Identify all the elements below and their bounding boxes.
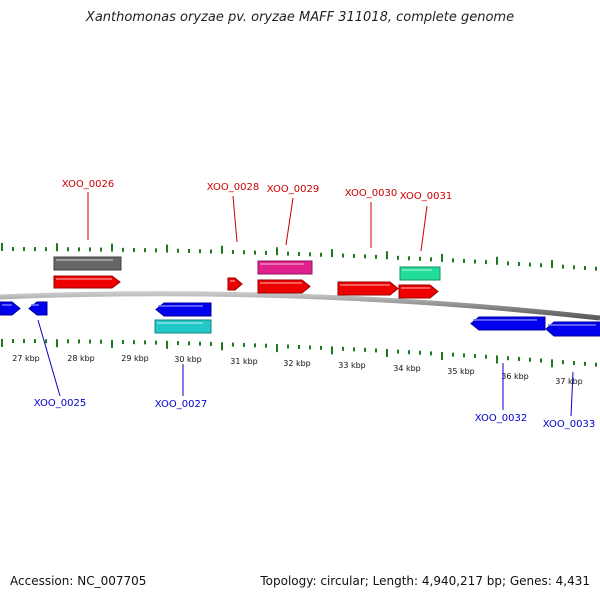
gene-feature-highlight (402, 269, 432, 271)
scale-label: 27 kbp (12, 354, 40, 363)
scale-label: 30 kbp (174, 355, 202, 364)
gene-label[interactable]: XOO_0029 (267, 184, 319, 195)
genome-title: Xanthomonas oryzae pv. oryzae MAFF 31101… (85, 10, 515, 25)
scale-label: 37 kbp (555, 377, 583, 386)
gene-feature-xoo-0032[interactable] (470, 316, 546, 331)
gene-feature-xoo-0026-rna-[interactable] (53, 256, 122, 271)
gene-feature-xoo-0029-rna-[interactable] (257, 260, 313, 275)
gene-label[interactable]: XOO_0032 (475, 413, 527, 424)
scale-label: 32 kbp (283, 359, 311, 368)
gene-label[interactable]: XOO_0031 (400, 191, 452, 202)
genome-summary-text: Topology: circular; Length: 4,940,217 bp… (260, 574, 590, 588)
gene-feature-highlight (2, 304, 12, 306)
gene-feature-xoo-0027[interactable] (155, 302, 212, 317)
scale-ticks-top (1, 243, 597, 271)
scale-label: 34 kbp (393, 364, 421, 373)
scale-labels: 27 kbp 28 kbp 29 kbp 30 kbp 31 kbp 32 kbp 33 k… (12, 354, 583, 386)
gene-feature-highlight (31, 304, 39, 306)
gene-features (0, 256, 600, 337)
gene-labels: XOO_0025 XOO_0026 XOO_0027 XOO_0028 XOO_0029… (34, 179, 595, 430)
genome-backbone (0, 291, 600, 321)
gene-feature-xoo-0027-rna-[interactable] (154, 319, 212, 334)
gene-label[interactable]: XOO_0025 (34, 398, 86, 409)
scale-label: 29 kbp (121, 354, 149, 363)
scale-label: 36 kbp (501, 372, 529, 381)
gene-feature-highlight (473, 319, 537, 321)
gene-feature-xoo-0030[interactable] (337, 281, 399, 296)
gene-feature-xoo-0025[interactable] (0, 301, 21, 316)
gene-feature-highlight (157, 322, 203, 324)
gene-feature-highlight (401, 287, 430, 289)
gene-feature-xoo-0025[interactable] (28, 301, 48, 316)
scale-label: 33 kbp (338, 361, 366, 370)
gene-feature-highlight (56, 259, 113, 261)
gene-label[interactable]: XOO_0026 (62, 179, 114, 190)
gene-feature-highlight (260, 263, 304, 265)
scale-label: 28 kbp (67, 354, 95, 363)
gene-feature-xoo-0026[interactable] (53, 275, 121, 289)
gene-feature-highlight (56, 278, 112, 280)
gene-feature-highlight (158, 305, 203, 307)
gene-feature-highlight (548, 324, 596, 326)
gene-label-leader (285, 197, 294, 246)
gene-label[interactable]: XOO_0033 (543, 419, 595, 430)
gene-label-leader (232, 195, 238, 243)
gene-feature-xoo-0029[interactable] (257, 279, 311, 294)
gene-label[interactable]: XOO_0027 (155, 399, 207, 410)
scale-ticks-bottom (1, 339, 597, 368)
accession-text: Accession: NC_007705 (10, 574, 147, 588)
gene-label-leader (420, 205, 428, 252)
gene-label-leader (37, 319, 61, 397)
gene-feature-xoo-0031-rna-[interactable] (399, 266, 441, 281)
scale-label: 31 kbp (230, 357, 258, 366)
gene-feature-highlight (260, 282, 302, 284)
scale-label: 35 kbp (447, 367, 475, 376)
gene-feature-xoo-0028[interactable] (227, 277, 243, 291)
gene-label-leader (570, 371, 574, 417)
gene-label[interactable]: XOO_0030 (345, 188, 397, 199)
gene-feature-xoo-0031[interactable] (398, 284, 439, 299)
gene-label[interactable]: XOO_0028 (207, 182, 259, 193)
gene-feature-highlight (230, 280, 235, 282)
gene-feature-highlight (340, 284, 390, 286)
